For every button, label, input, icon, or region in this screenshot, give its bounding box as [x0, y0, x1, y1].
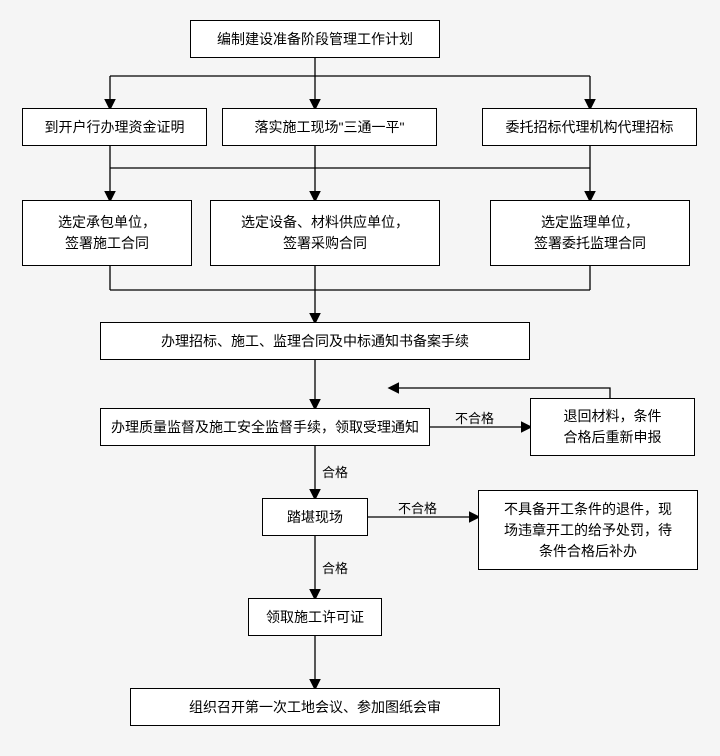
node-quality-supervision: 办理质量监督及施工安全监督手续，领取受理通知 [100, 408, 430, 446]
node-supplier: 选定设备、材料供应单位， 签署采购合同 [210, 200, 440, 266]
node-bidding-agent: 委托招标代理机构代理招标 [482, 108, 697, 146]
node-text: 委托招标代理机构代理招标 [506, 117, 674, 138]
node-text: 办理招标、施工、监理合同及中标通知书备案手续 [161, 331, 469, 352]
node-site-survey: 踏堪现场 [262, 498, 368, 536]
label-text: 合格 [322, 561, 348, 576]
node-text: 场违章开工的给予处罚，待 [504, 522, 672, 538]
node-text: 合格后重新申报 [564, 429, 662, 445]
node-contractor: 选定承包单位， 签署施工合同 [22, 200, 192, 266]
node-text: 选定监理单位， [541, 214, 639, 230]
node-fund-cert: 到开户行办理资金证明 [22, 108, 207, 146]
node-text: 退回材料，条件 [564, 408, 662, 424]
label-fail: 不合格 [455, 408, 494, 427]
label-text: 不合格 [455, 411, 494, 426]
node-permit: 领取施工许可证 [248, 598, 382, 636]
node-text: 签署施工合同 [65, 235, 149, 251]
node-return-materials: 退回材料，条件 合格后重新申报 [530, 398, 695, 456]
node-text: 领取施工许可证 [266, 607, 364, 628]
node-no-conditions: 不具备开工条件的退件，现 场违章开工的给予处罚，待 条件合格后补办 [478, 490, 698, 570]
node-site-prep: 落实施工现场"三通一平" [222, 108, 437, 146]
node-filing: 办理招标、施工、监理合同及中标通知书备案手续 [100, 322, 530, 360]
label-pass: 合格 [322, 558, 348, 577]
node-plan: 编制建设准备阶段管理工作计划 [190, 20, 440, 58]
node-text: 踏堪现场 [287, 507, 343, 528]
node-text: 办理质量监督及施工安全监督手续，领取受理通知 [111, 417, 419, 438]
node-text: 不具备开工条件的退件，现 [504, 501, 672, 517]
label-text: 合格 [322, 465, 348, 480]
node-text: 选定承包单位， [58, 214, 156, 230]
node-supervisor: 选定监理单位， 签署委托监理合同 [490, 200, 690, 266]
label-fail: 不合格 [398, 498, 437, 517]
node-text: 组织召开第一次工地会议、参加图纸会审 [189, 697, 441, 718]
node-text: 签署委托监理合同 [534, 235, 646, 251]
node-text: 编制建设准备阶段管理工作计划 [217, 29, 413, 50]
node-text: 条件合格后补办 [539, 543, 637, 559]
node-text: 选定设备、材料供应单位， [241, 214, 409, 230]
node-first-meeting: 组织召开第一次工地会议、参加图纸会审 [130, 688, 500, 726]
node-text: 落实施工现场"三通一平" [255, 117, 405, 138]
node-text: 签署采购合同 [283, 235, 367, 251]
node-text: 到开户行办理资金证明 [45, 117, 185, 138]
label-text: 不合格 [398, 501, 437, 516]
label-pass: 合格 [322, 462, 348, 481]
